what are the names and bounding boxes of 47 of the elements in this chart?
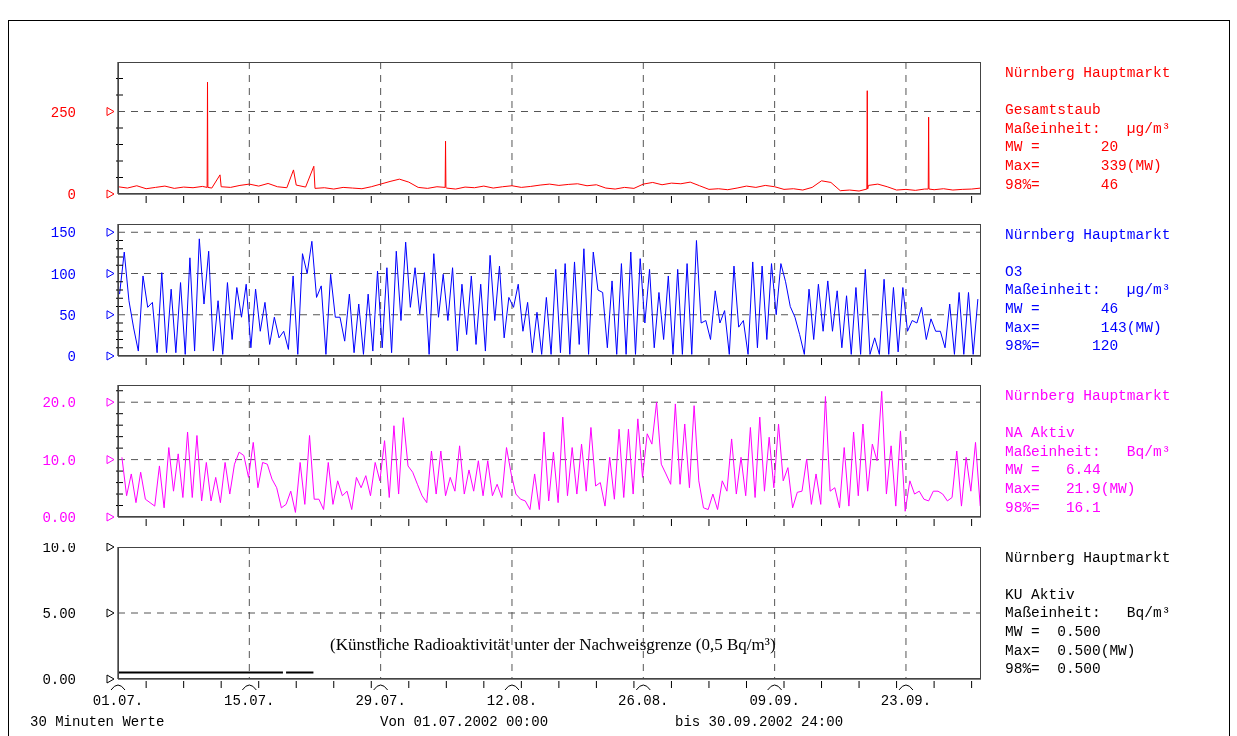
text: MW = 20 bbox=[1005, 138, 1119, 157]
text: Maßeinheit: Bq/m³ bbox=[1005, 604, 1171, 623]
text: Max= 143(MW) bbox=[1005, 318, 1162, 337]
text: Max= 21.9(MW) bbox=[1005, 480, 1136, 498]
text: Gesamtstaub bbox=[1005, 101, 1101, 120]
y-tick-label: 150 bbox=[50, 224, 76, 241]
x-tick-label: 01.07. bbox=[92, 692, 144, 709]
text: MW = 0.500 bbox=[1005, 622, 1101, 641]
x-tick-label: 15.07. bbox=[224, 692, 275, 709]
x-tick-label: 26.08. bbox=[618, 692, 669, 709]
text: Nürnberg Hauptmarkt bbox=[1005, 225, 1171, 244]
text: bis 30.09.2002 24:00 bbox=[675, 714, 844, 730]
text: Von 01.07.2002 00:00 bbox=[380, 714, 549, 730]
text: O3 bbox=[1005, 262, 1023, 281]
y-tick-label: 20.0 bbox=[42, 395, 76, 412]
text: 98%= 46 bbox=[1005, 175, 1119, 194]
x-tick-label: 09.09. bbox=[749, 692, 800, 709]
text: Maßeinheit: µg/m³ bbox=[1005, 281, 1171, 300]
text: KU Aktiv bbox=[1005, 585, 1075, 604]
y-tick-label: 100 bbox=[50, 266, 76, 282]
y-tick-label: 50 bbox=[59, 307, 76, 324]
x-tick-label: 12.08. bbox=[486, 692, 538, 709]
text: Nürnberg Hauptmarkt bbox=[1005, 64, 1171, 82]
y-tick-label: 250 bbox=[50, 104, 76, 121]
text: 98%= 120 bbox=[1005, 337, 1119, 356]
y-tick-label: 5.00 bbox=[42, 605, 76, 622]
text: MW = 46 bbox=[1005, 299, 1119, 318]
text: MW = 6.44 bbox=[1005, 461, 1101, 480]
y-tick-label: 0.00 bbox=[42, 671, 76, 688]
y-tick-label: 0 bbox=[67, 187, 76, 203]
y-tick-label: 0.00 bbox=[42, 510, 76, 526]
text: 30 Minuten Werte bbox=[30, 714, 165, 730]
y-tick-label: 10.0 bbox=[42, 539, 76, 556]
text: Max= 0.500(MW) bbox=[1005, 641, 1136, 660]
x-tick-label: 23.09. bbox=[880, 692, 932, 709]
text: 98%= 16.1 bbox=[1005, 498, 1101, 517]
text: Maßeinheit: Bq/m³ bbox=[1005, 442, 1171, 461]
x-tick-label: 29.07. bbox=[355, 692, 406, 709]
text: Nürnberg Hauptmarkt bbox=[1005, 387, 1171, 405]
text: Maßeinheit: µg/m³ bbox=[1005, 119, 1171, 138]
text: Max= 339(MW) bbox=[1005, 157, 1162, 175]
annotation: (Künstliche Radioaktivität unter der Nachweisgrenze (0,5 Bq/m³) bbox=[330, 634, 776, 655]
y-tick-label: 10.0 bbox=[42, 452, 76, 469]
text: NA Aktiv bbox=[1005, 424, 1075, 443]
y-tick-label: 0 bbox=[67, 348, 76, 365]
text: Nürnberg Hauptmarkt bbox=[1005, 548, 1171, 567]
text: 98%= 0.500 bbox=[1005, 660, 1101, 679]
